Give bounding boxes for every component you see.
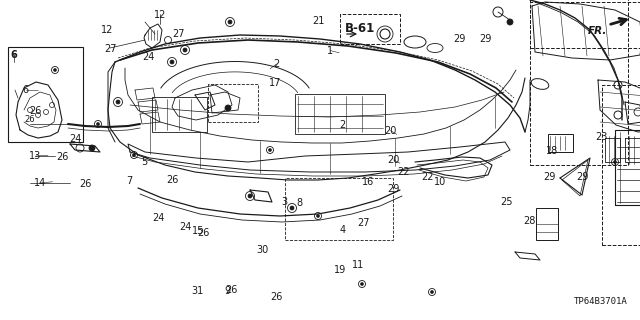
Text: 24: 24 xyxy=(142,52,155,62)
Text: 24: 24 xyxy=(152,212,165,223)
Text: 22: 22 xyxy=(397,167,410,177)
Text: 3: 3 xyxy=(282,197,288,207)
Text: 8: 8 xyxy=(296,198,303,208)
Text: 27: 27 xyxy=(104,44,116,54)
Bar xyxy=(530,2,640,48)
Text: 16: 16 xyxy=(362,177,374,187)
Text: 30: 30 xyxy=(256,245,269,255)
Circle shape xyxy=(360,283,364,285)
Bar xyxy=(602,85,640,245)
Text: 15: 15 xyxy=(192,226,205,236)
Text: 18: 18 xyxy=(545,146,558,156)
Text: 29: 29 xyxy=(453,34,466,44)
Text: 28: 28 xyxy=(524,216,536,227)
Text: 19: 19 xyxy=(334,265,347,276)
Text: 5: 5 xyxy=(141,156,147,167)
Text: 29: 29 xyxy=(387,184,400,194)
Text: 6: 6 xyxy=(10,50,17,60)
Text: 1: 1 xyxy=(327,45,333,56)
Circle shape xyxy=(614,161,616,164)
Bar xyxy=(530,0,628,165)
Text: 26: 26 xyxy=(29,106,42,116)
Text: 26: 26 xyxy=(270,292,283,302)
Text: 29: 29 xyxy=(479,34,492,44)
Bar xyxy=(8,47,83,142)
Circle shape xyxy=(97,123,99,125)
Circle shape xyxy=(290,206,294,210)
Circle shape xyxy=(225,105,231,111)
Circle shape xyxy=(170,60,174,64)
Bar xyxy=(548,134,573,152)
Text: 12: 12 xyxy=(154,10,166,20)
Bar xyxy=(152,97,207,132)
Circle shape xyxy=(116,100,120,104)
Text: 22: 22 xyxy=(421,172,434,182)
Circle shape xyxy=(89,145,95,151)
Bar xyxy=(340,14,400,44)
Bar xyxy=(295,94,385,134)
Text: 27: 27 xyxy=(172,29,184,39)
Circle shape xyxy=(132,154,136,156)
Circle shape xyxy=(507,19,513,25)
Bar xyxy=(208,84,258,122)
Text: 26: 26 xyxy=(197,228,210,238)
Text: 9: 9 xyxy=(225,285,231,296)
Text: B-61: B-61 xyxy=(345,22,375,35)
Text: 7: 7 xyxy=(126,176,132,186)
Text: 20: 20 xyxy=(384,125,397,136)
Circle shape xyxy=(183,48,187,52)
Text: 26: 26 xyxy=(56,152,69,162)
Text: 23: 23 xyxy=(595,132,608,142)
Circle shape xyxy=(248,194,252,198)
Text: 24: 24 xyxy=(69,134,82,144)
Circle shape xyxy=(228,20,232,24)
Text: 2: 2 xyxy=(273,59,280,69)
Text: 6: 6 xyxy=(22,84,29,95)
Text: 27: 27 xyxy=(357,218,370,228)
Circle shape xyxy=(269,148,271,151)
Text: 24: 24 xyxy=(179,221,192,232)
Bar xyxy=(285,178,393,240)
Text: 20: 20 xyxy=(387,155,400,165)
Text: 21: 21 xyxy=(312,16,325,26)
Text: 14: 14 xyxy=(33,178,46,188)
Text: 17: 17 xyxy=(269,77,282,88)
Text: 26: 26 xyxy=(25,116,35,124)
Text: 2: 2 xyxy=(339,120,346,131)
Bar xyxy=(615,130,640,205)
Circle shape xyxy=(317,214,319,218)
Text: 26: 26 xyxy=(225,284,238,295)
Circle shape xyxy=(431,291,433,293)
Text: 29: 29 xyxy=(576,172,589,182)
Text: 25: 25 xyxy=(500,197,513,207)
Text: 10: 10 xyxy=(434,177,447,188)
Circle shape xyxy=(54,68,56,71)
Text: 11: 11 xyxy=(352,260,365,270)
Text: 13: 13 xyxy=(29,151,42,161)
Text: 31: 31 xyxy=(191,285,204,296)
Text: 4: 4 xyxy=(339,225,346,236)
Text: TP64B3701A: TP64B3701A xyxy=(574,297,628,306)
Text: FR.: FR. xyxy=(588,26,607,36)
Text: 12: 12 xyxy=(101,25,114,36)
Text: 26: 26 xyxy=(166,175,179,185)
Bar xyxy=(536,208,558,240)
Text: 26: 26 xyxy=(79,179,92,189)
Text: 29: 29 xyxy=(543,172,556,182)
